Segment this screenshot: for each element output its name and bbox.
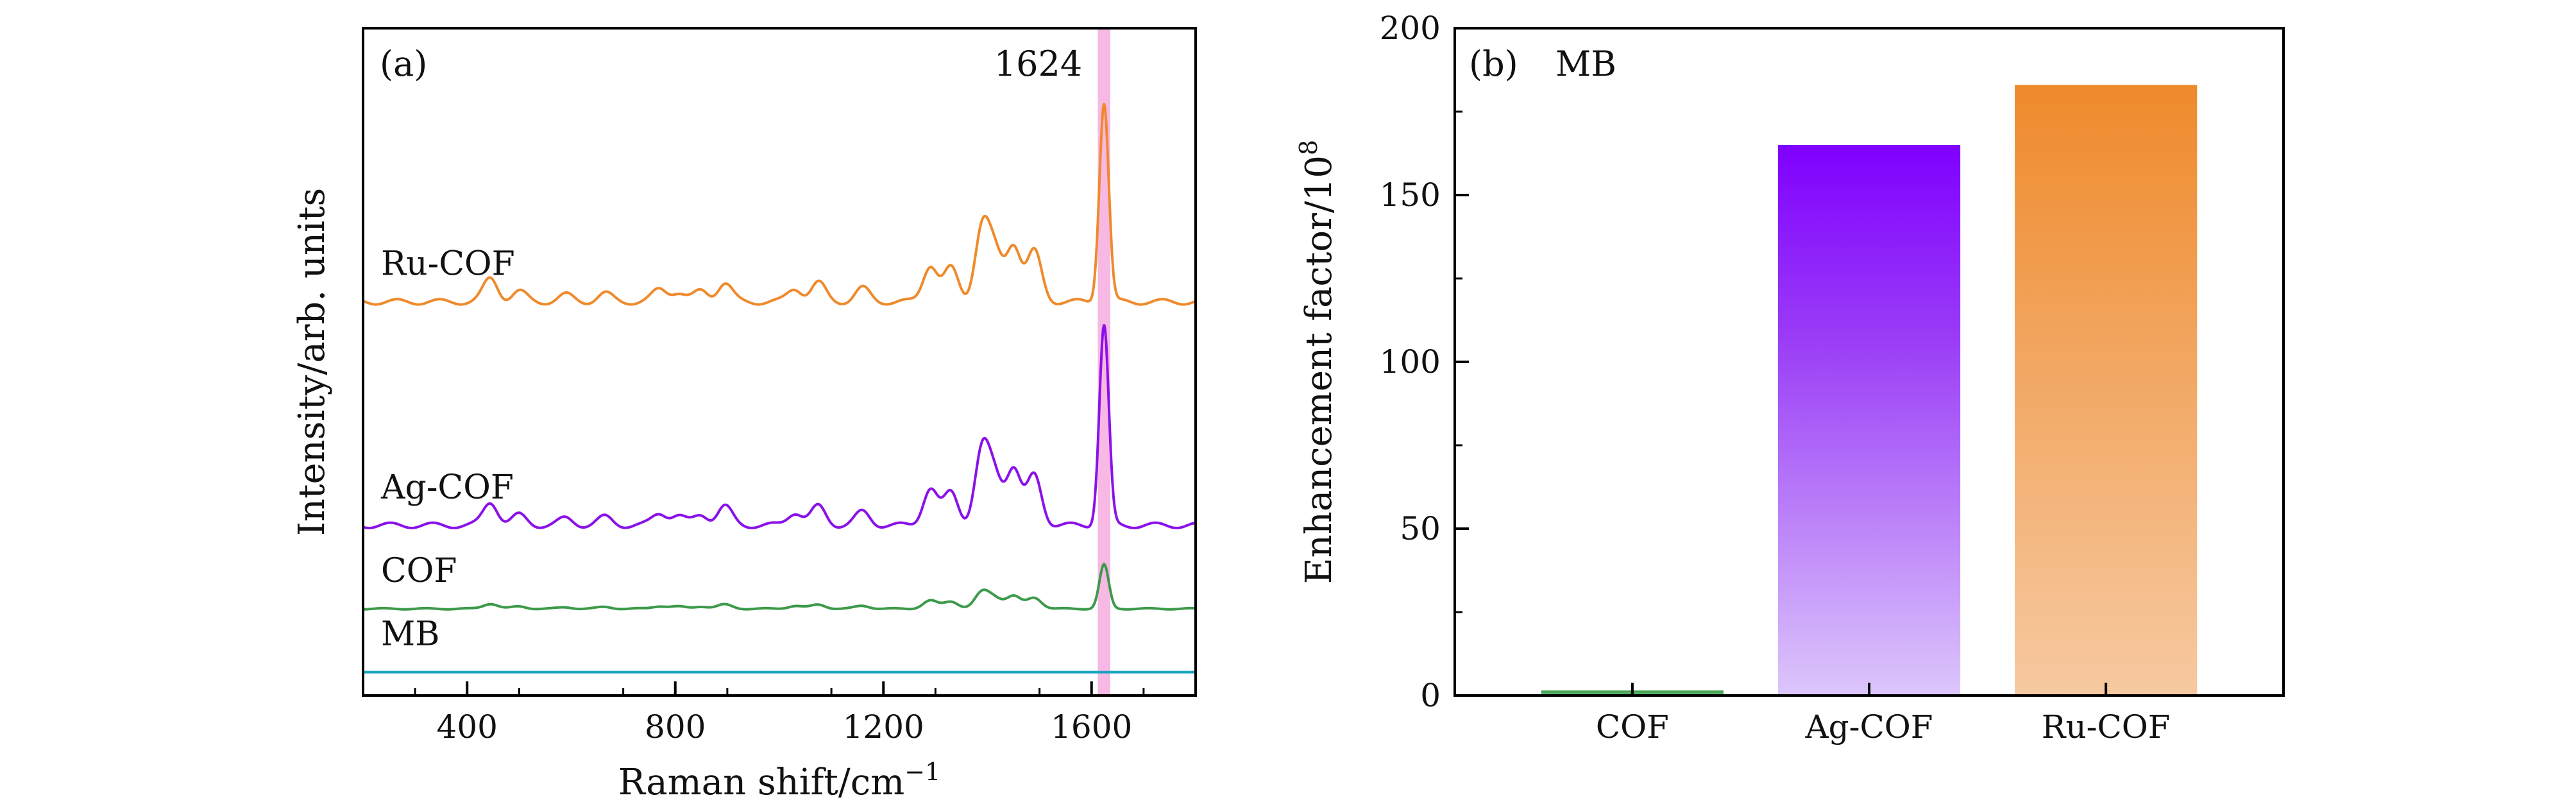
- series-label-mb: MB: [381, 615, 439, 654]
- bar-ag-cof: [1777, 145, 1961, 696]
- y-axis-title-superscript: 8: [1294, 140, 1323, 155]
- panel-label-a: (a): [380, 44, 427, 84]
- x-tick-label: 1200: [843, 708, 924, 746]
- x-axis-category-labels: COF Ag-COF Ru-COF: [1596, 683, 2171, 746]
- x-tick-label: 800: [645, 708, 706, 746]
- x-axis-title-superscript: −1: [904, 758, 940, 786]
- y-tick-label: 0: [1420, 677, 1441, 714]
- x-tick-label-cof: COF: [1596, 708, 1669, 746]
- panel-a-raman-spectra: Ru-COF Ag-COF COF MB 1624 400 800 1200 1600 (a…: [291, 27, 1197, 803]
- series-label-ag-cof: Ag-COF: [380, 468, 514, 507]
- y-axis-ticks: 0 50 100 150 200: [1380, 10, 1469, 714]
- x-tick-label-ag-cof: Ag-COF: [1805, 708, 1933, 746]
- y-axis-title-a: Intensity/arb. units: [291, 188, 333, 536]
- y-tick-label: 100: [1380, 343, 1441, 380]
- x-axis-title-text: Raman shift/cm: [618, 762, 904, 803]
- series-label-ru-cof: Ru-COF: [381, 244, 515, 283]
- x-axis-ticks: 400 800 1200 1600: [414, 681, 1145, 746]
- highlight-band-1624: [1097, 28, 1110, 696]
- x-tick-label-ru-cof: Ru-COF: [2042, 708, 2171, 746]
- series-line-cof: [363, 562, 1196, 611]
- y-axis-title-b: Enhancement factor/108: [1294, 140, 1340, 584]
- y-tick-label: 50: [1400, 510, 1441, 547]
- bar-ru-cof: [2015, 85, 2198, 696]
- spectra-lines: [362, 103, 1196, 674]
- series-labels: Ru-COF Ag-COF COF MB: [380, 244, 515, 653]
- y-tick-label: 200: [1380, 10, 1441, 47]
- x-axis-title-a: Raman shift/cm−1: [618, 758, 941, 803]
- y-axis-title-text: Enhancement factor/10: [1298, 155, 1340, 584]
- y-tick-label: 150: [1380, 176, 1441, 214]
- panel-label-b: (b): [1469, 44, 1518, 84]
- highlight-label: 1624: [994, 44, 1082, 84]
- series-line-ru-cof: [362, 103, 1196, 306]
- plot-frame-b: [1453, 27, 2285, 697]
- series-line-ag-cof: [362, 324, 1196, 530]
- annotation-mb: MB: [1555, 44, 1616, 84]
- bars: [1541, 85, 2198, 696]
- plot-frame-a: [362, 27, 1197, 697]
- panel-b-enhancement-factor: 0 50 100 150 200 COF Ag-COF Ru-COF (b) MB Enha…: [1294, 10, 2285, 746]
- x-tick-label: 400: [437, 708, 498, 746]
- series-label-cof: COF: [381, 552, 457, 590]
- x-tick-label: 1600: [1051, 708, 1132, 746]
